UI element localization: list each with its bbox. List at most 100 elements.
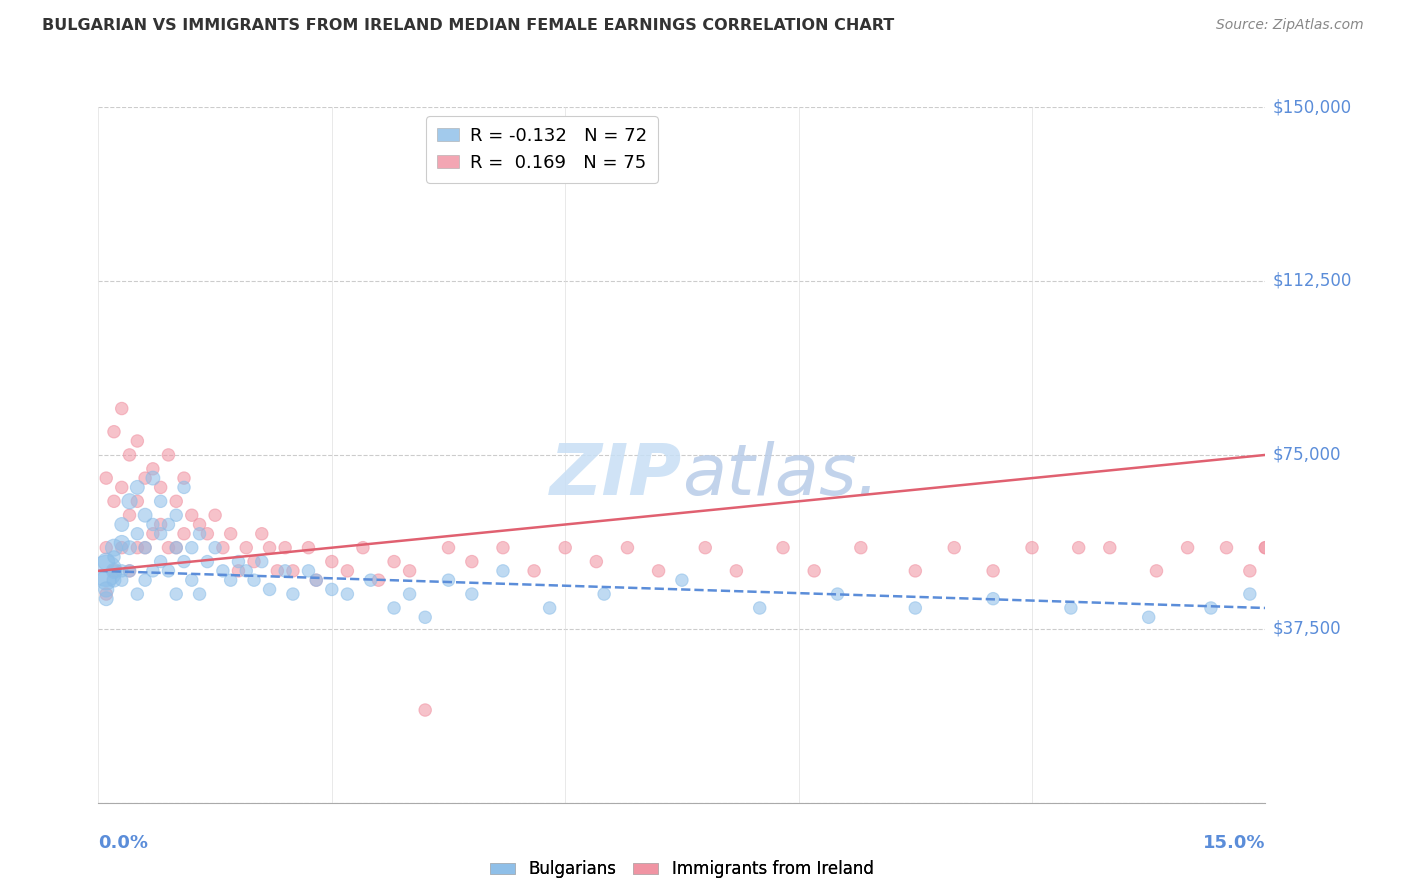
Point bbox=[165, 541, 187, 555]
Point bbox=[538, 601, 561, 615]
Legend: Bulgarians, Immigrants from Ireland: Bulgarians, Immigrants from Ireland bbox=[484, 854, 880, 885]
Point bbox=[243, 573, 266, 587]
Point bbox=[461, 587, 484, 601]
Point bbox=[142, 526, 165, 541]
Point bbox=[943, 541, 966, 555]
Point bbox=[127, 526, 149, 541]
Point bbox=[827, 587, 849, 601]
Point bbox=[96, 587, 118, 601]
Text: 15.0%: 15.0% bbox=[1204, 834, 1265, 852]
Point bbox=[367, 573, 389, 587]
Point bbox=[118, 508, 141, 523]
Point bbox=[1146, 564, 1168, 578]
Point bbox=[1060, 601, 1083, 615]
Point bbox=[228, 564, 250, 578]
Point bbox=[127, 480, 149, 494]
Point bbox=[321, 555, 343, 569]
Text: $150,000: $150,000 bbox=[1272, 98, 1351, 116]
Text: 0.0%: 0.0% bbox=[98, 834, 149, 852]
Point bbox=[103, 564, 125, 578]
Point bbox=[127, 494, 149, 508]
Point bbox=[157, 448, 180, 462]
Point bbox=[149, 480, 172, 494]
Point bbox=[165, 508, 187, 523]
Point bbox=[243, 555, 266, 569]
Point bbox=[1254, 541, 1277, 555]
Point bbox=[235, 541, 257, 555]
Point bbox=[904, 564, 927, 578]
Point bbox=[111, 480, 134, 494]
Point bbox=[695, 541, 717, 555]
Point bbox=[212, 541, 235, 555]
Point bbox=[1254, 541, 1277, 555]
Point bbox=[96, 564, 118, 578]
Point bbox=[461, 555, 484, 569]
Point bbox=[96, 541, 118, 555]
Point bbox=[1239, 587, 1261, 601]
Point bbox=[250, 526, 273, 541]
Point bbox=[103, 425, 125, 439]
Point bbox=[111, 401, 134, 416]
Point bbox=[259, 582, 281, 597]
Point bbox=[305, 573, 328, 587]
Point bbox=[180, 541, 202, 555]
Point bbox=[904, 601, 927, 615]
Point bbox=[1177, 541, 1199, 555]
Point bbox=[111, 573, 134, 587]
Point bbox=[437, 541, 460, 555]
Point bbox=[134, 541, 156, 555]
Point bbox=[1239, 564, 1261, 578]
Point bbox=[593, 587, 616, 601]
Point bbox=[382, 555, 405, 569]
Point bbox=[103, 573, 125, 587]
Point bbox=[492, 564, 515, 578]
Point bbox=[398, 564, 420, 578]
Point bbox=[1067, 541, 1090, 555]
Point bbox=[382, 601, 405, 615]
Point bbox=[188, 587, 211, 601]
Point bbox=[96, 573, 118, 587]
Point bbox=[111, 517, 134, 532]
Point bbox=[165, 587, 187, 601]
Point bbox=[398, 587, 420, 601]
Point bbox=[96, 582, 118, 597]
Point bbox=[849, 541, 872, 555]
Point bbox=[360, 573, 382, 587]
Point bbox=[250, 555, 273, 569]
Point bbox=[103, 494, 125, 508]
Point bbox=[266, 564, 288, 578]
Point bbox=[305, 573, 328, 587]
Point bbox=[134, 471, 156, 485]
Point bbox=[235, 564, 257, 578]
Point bbox=[585, 555, 607, 569]
Point bbox=[188, 517, 211, 532]
Point bbox=[352, 541, 374, 555]
Point bbox=[173, 471, 195, 485]
Point bbox=[157, 564, 180, 578]
Point bbox=[297, 541, 319, 555]
Point bbox=[142, 564, 165, 578]
Point bbox=[523, 564, 546, 578]
Point bbox=[149, 526, 172, 541]
Point bbox=[413, 703, 436, 717]
Point bbox=[204, 508, 226, 523]
Point bbox=[204, 541, 226, 555]
Point bbox=[647, 564, 669, 578]
Point bbox=[134, 573, 156, 587]
Point bbox=[1199, 601, 1222, 615]
Point bbox=[188, 526, 211, 541]
Point bbox=[149, 517, 172, 532]
Point bbox=[118, 541, 141, 555]
Point bbox=[96, 471, 118, 485]
Point bbox=[1137, 610, 1160, 624]
Text: Source: ZipAtlas.com: Source: ZipAtlas.com bbox=[1216, 18, 1364, 32]
Point bbox=[803, 564, 825, 578]
Point bbox=[96, 591, 118, 606]
Point bbox=[219, 573, 242, 587]
Point bbox=[173, 526, 195, 541]
Point bbox=[118, 448, 141, 462]
Text: atlas.: atlas. bbox=[682, 442, 880, 510]
Text: $112,500: $112,500 bbox=[1272, 272, 1351, 290]
Point bbox=[111, 564, 134, 578]
Point bbox=[413, 610, 436, 624]
